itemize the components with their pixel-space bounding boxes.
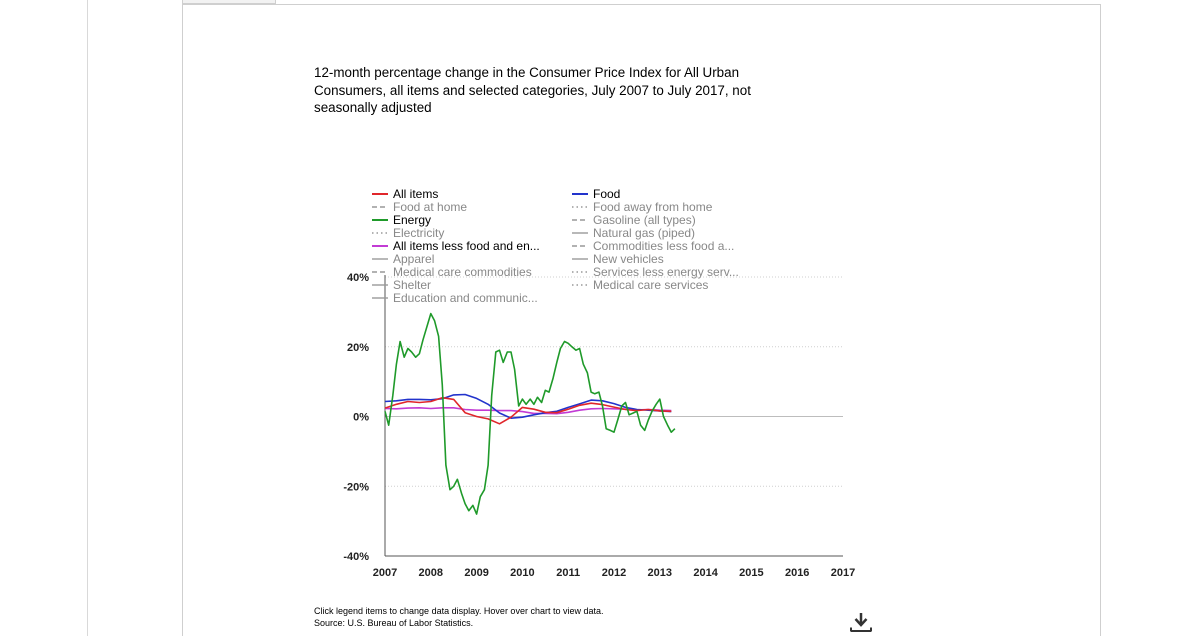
legend-label: Medical care commodities <box>393 265 532 279</box>
x-tick-label: 2009 <box>464 567 488 579</box>
legend-label: Gasoline (all types) <box>593 213 696 227</box>
footer-note: Click legend items to change data displa… <box>314 606 604 616</box>
y-tick-label: 0% <box>353 412 369 424</box>
legend-label: Shelter <box>393 278 431 292</box>
legend-item[interactable]: Food <box>572 187 620 201</box>
x-tick-label: 2012 <box>602 567 626 579</box>
legend-label: Natural gas (piped) <box>593 226 695 240</box>
legend-item[interactable]: All items less food and en... <box>372 239 540 253</box>
x-tick-label: 2013 <box>648 567 672 579</box>
legend-item[interactable]: Food away from home <box>572 200 713 214</box>
legend-item[interactable]: Services less energy serv... <box>572 265 739 279</box>
legend-label: All items less food and en... <box>393 239 540 253</box>
y-tick-label: -40% <box>343 551 369 563</box>
chart-panel <box>182 4 1101 636</box>
legend-item[interactable]: New vehicles <box>572 252 664 266</box>
grid-lines <box>385 276 843 487</box>
y-tick-label: 20% <box>347 342 369 354</box>
x-tick-label: 2017 <box>831 567 855 579</box>
axes <box>384 275 843 557</box>
x-tick-label: 2015 <box>739 567 763 579</box>
legend-label: Food at home <box>393 200 467 214</box>
legend-item[interactable]: Medical care commodities <box>372 265 532 279</box>
x-tick-label: 2016 <box>785 567 809 579</box>
legend-label: All items <box>393 187 438 201</box>
footer-source: Source: U.S. Bureau of Labor Statistics. <box>314 618 474 628</box>
legend-label: Energy <box>393 213 431 227</box>
x-tick-labels: 2007 2008 2009 2010 2011 2012 2013 2014 2015 2016… <box>373 567 855 579</box>
x-tick-label: 2010 <box>510 567 534 579</box>
series-lines <box>384 312 676 515</box>
series-line[interactable] <box>384 393 672 420</box>
legend-item[interactable]: Energy <box>372 213 431 227</box>
y-tick-label: -20% <box>343 481 369 493</box>
legend-item[interactable]: Education and communic... <box>372 291 538 305</box>
legend: All items Food Food at home Food away from … <box>372 187 739 305</box>
tab-stub[interactable] <box>182 0 276 4</box>
legend-item[interactable]: All items <box>372 187 438 201</box>
legend-label: Medical care services <box>593 278 708 292</box>
legend-item[interactable]: Shelter <box>372 278 431 292</box>
legend-label: Food <box>593 187 620 201</box>
legend-label: Electricity <box>393 226 444 240</box>
legend-label: Apparel <box>393 252 434 266</box>
legend-item[interactable]: Electricity <box>372 226 444 240</box>
chart-footer: Click legend items to change data displa… <box>314 605 603 629</box>
y-tick-label: 40% <box>347 272 369 284</box>
chart-title: 12-month percentage change in the Consum… <box>314 65 751 115</box>
x-tick-label: 2014 <box>693 567 718 579</box>
legend-label: Services less energy serv... <box>593 265 739 279</box>
series-line[interactable] <box>384 312 676 515</box>
download-icon[interactable] <box>849 610 873 634</box>
legend-label: Education and communic... <box>393 291 538 305</box>
x-tick-label: 2011 <box>556 567 580 579</box>
legend-item[interactable]: Natural gas (piped) <box>572 226 695 240</box>
x-tick-label: 2007 <box>373 567 397 579</box>
legend-label: Commodities less food a... <box>593 239 734 253</box>
legend-label: New vehicles <box>593 252 664 266</box>
series-line[interactable] <box>384 396 672 425</box>
legend-label: Food away from home <box>593 200 713 214</box>
legend-item[interactable]: Apparel <box>372 252 434 266</box>
page-left-border <box>87 0 88 636</box>
legend-item[interactable]: Medical care services <box>572 278 708 292</box>
y-tick-labels: -40% -20% 0% 20% 40% <box>343 272 369 563</box>
legend-item[interactable]: Gasoline (all types) <box>572 213 696 227</box>
x-tick-label: 2008 <box>419 567 443 579</box>
legend-item[interactable]: Food at home <box>372 200 467 214</box>
legend-item[interactable]: Commodities less food a... <box>572 239 734 253</box>
